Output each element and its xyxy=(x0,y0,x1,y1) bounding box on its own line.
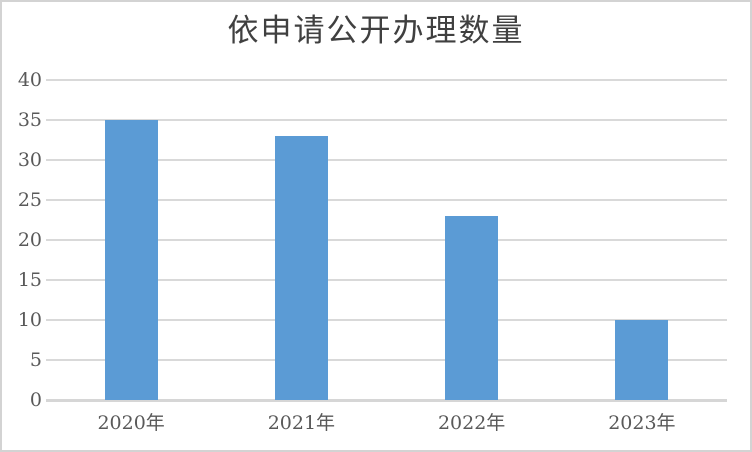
chart-title: 依申请公开办理数量 xyxy=(227,13,525,49)
y-tick-label: 0 xyxy=(29,389,42,411)
y-tick-label: 10 xyxy=(17,309,42,331)
gridline xyxy=(46,79,727,81)
y-tick-label: 30 xyxy=(17,149,42,171)
x-tick-label: 2021年 xyxy=(267,412,336,434)
gridline xyxy=(46,359,727,361)
y-tick-label: 20 xyxy=(17,229,42,251)
x-tick-label: 2023年 xyxy=(608,412,676,434)
y-tick-label: 15 xyxy=(17,269,42,291)
gridline xyxy=(46,319,727,321)
x-tick-label: 2020年 xyxy=(97,412,165,434)
bar-2020年 xyxy=(104,120,158,400)
y-tick-label: 40 xyxy=(17,69,42,91)
gridline xyxy=(46,239,727,241)
y-tick-label: 35 xyxy=(17,109,42,131)
x-axis-line xyxy=(46,399,727,402)
bar-2023年 xyxy=(615,320,669,400)
gridline xyxy=(46,199,727,201)
x-tick-label: 2022年 xyxy=(437,412,506,434)
bar-2021年 xyxy=(274,136,328,400)
gridline xyxy=(46,159,727,161)
y-tick-label: 25 xyxy=(17,189,42,211)
gridline xyxy=(46,279,727,281)
bar-2022年 xyxy=(445,216,499,400)
gridline xyxy=(46,119,727,121)
y-tick-label: 5 xyxy=(29,349,42,371)
